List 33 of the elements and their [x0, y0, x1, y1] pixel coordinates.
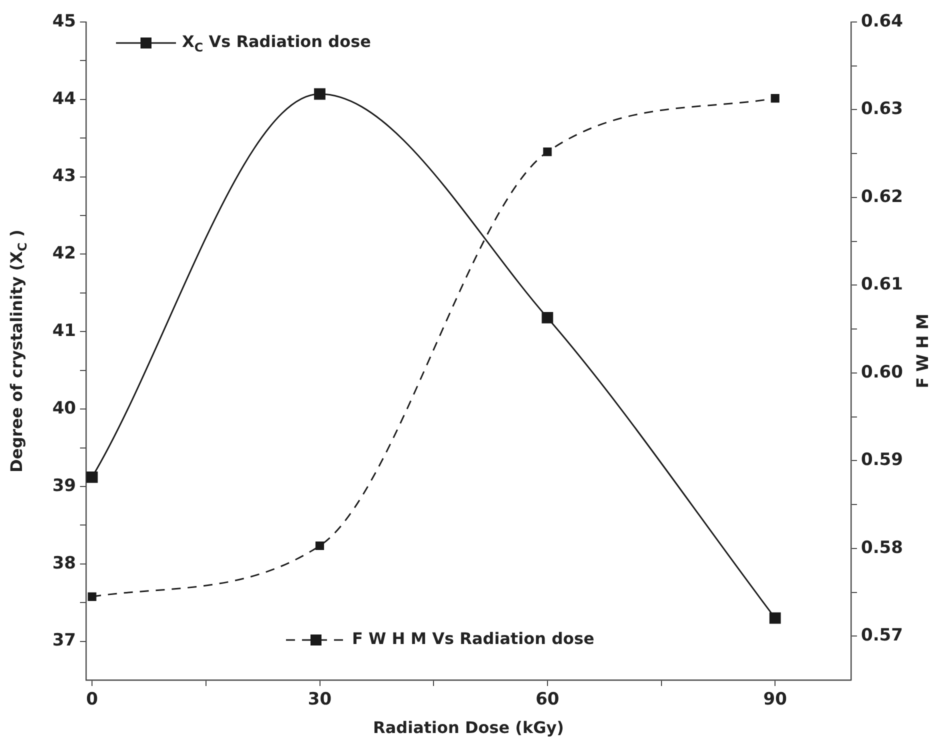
x-tick-label: 90: [763, 690, 788, 710]
y2-tick-label: 0.60: [861, 362, 904, 382]
y2-tick-label: 0.57: [861, 626, 903, 646]
y-tick-label: 37: [52, 630, 76, 651]
y-tick-label: 38: [52, 553, 76, 574]
y-tick-label: 42: [52, 244, 76, 264]
y2-tick-label: 0.59: [861, 450, 903, 470]
point: [88, 592, 96, 601]
y-axis-title: Degree of crystalinity (XC ): [7, 230, 30, 472]
y2-tick-label: 0.61: [861, 274, 903, 295]
point: [543, 148, 552, 156]
legend-label: F W H M Vs Radiation dose: [352, 629, 595, 648]
point: [769, 612, 781, 624]
x-tick-label: 30: [308, 690, 332, 710]
y-tick-label: 40: [52, 398, 76, 418]
y-tick-label: 45: [52, 11, 76, 32]
point: [86, 471, 98, 483]
x-tick-label: 0: [86, 690, 98, 710]
point: [770, 94, 780, 103]
y2-axis-title: F W H M: [913, 314, 932, 388]
x-tick-label: 60: [536, 690, 560, 710]
y2-tick-label: 0.64: [861, 11, 904, 32]
point: [314, 88, 326, 100]
y2-tick-label: 0.62: [861, 186, 903, 207]
y2-tick-label: 0.58: [861, 538, 903, 558]
y-tick-label: 41: [52, 321, 76, 342]
y-tick-label: 44: [52, 88, 76, 109]
point: [315, 541, 324, 550]
y-tick-label: 43: [52, 166, 76, 186]
x-axis-title: Radiation Dose (kGy): [373, 718, 564, 738]
y-tick-label: 39: [52, 476, 76, 496]
point: [542, 312, 554, 324]
y2-tick-label: 0.63: [861, 99, 903, 120]
